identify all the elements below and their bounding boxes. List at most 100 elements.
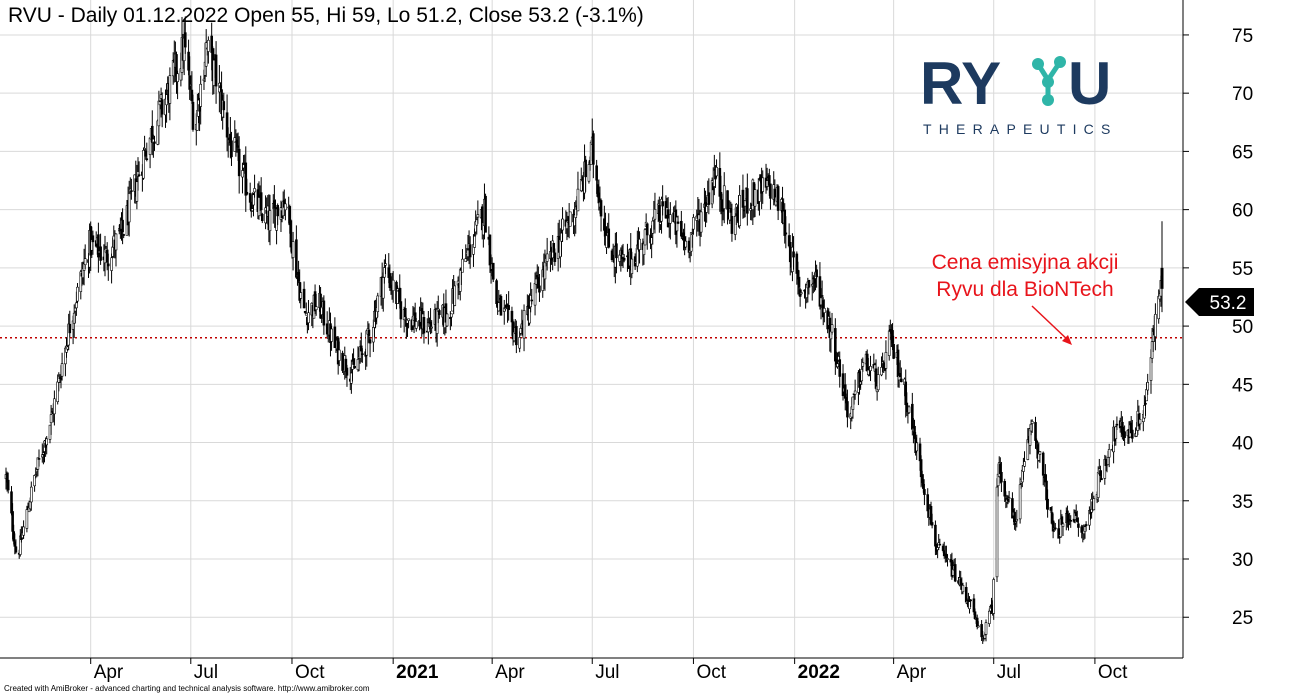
candle bbox=[977, 621, 980, 628]
y-tick-label: 30 bbox=[1232, 550, 1253, 571]
candle bbox=[422, 310, 426, 344]
candle bbox=[1154, 303, 1157, 351]
y-tick-label: 70 bbox=[1232, 84, 1253, 105]
y-axis-ticks: 25 30 35 40 45 50 55 60 65 70 75 bbox=[1183, 26, 1253, 629]
candle bbox=[568, 211, 572, 227]
candle bbox=[153, 135, 156, 151]
candle bbox=[741, 174, 745, 219]
candle bbox=[607, 213, 611, 249]
candle bbox=[969, 599, 972, 608]
candle bbox=[538, 273, 541, 302]
annotation-line-2: Ryvu dla BioNTech bbox=[936, 278, 1114, 301]
candle bbox=[730, 203, 734, 242]
candle bbox=[1018, 477, 1022, 524]
candle bbox=[214, 41, 218, 104]
candle bbox=[407, 318, 410, 329]
candle bbox=[576, 171, 580, 212]
candle bbox=[515, 320, 518, 354]
candle bbox=[260, 212, 264, 224]
candle bbox=[183, 16, 187, 54]
candle bbox=[121, 208, 124, 245]
candle bbox=[1107, 443, 1111, 468]
x-tick-label: Apr bbox=[495, 662, 525, 683]
candle bbox=[403, 298, 407, 321]
candle bbox=[191, 94, 195, 132]
candle bbox=[645, 223, 649, 250]
candle bbox=[1114, 425, 1118, 446]
candle bbox=[799, 289, 803, 296]
candle bbox=[337, 341, 341, 367]
candle bbox=[1138, 412, 1142, 431]
candle bbox=[143, 135, 146, 152]
candle bbox=[815, 264, 818, 288]
y-tick-label: 45 bbox=[1232, 375, 1253, 396]
candle bbox=[823, 299, 826, 323]
logo-subtitle: THERAPEUTICS bbox=[923, 121, 1118, 137]
candle bbox=[792, 236, 795, 270]
candle bbox=[207, 36, 210, 64]
candle bbox=[414, 318, 418, 332]
candle bbox=[22, 520, 25, 540]
candle bbox=[669, 202, 672, 240]
candle bbox=[830, 312, 834, 335]
x-tick-label: Apr bbox=[94, 662, 124, 683]
y-tick-label: 60 bbox=[1232, 201, 1253, 222]
candle bbox=[430, 320, 433, 334]
candle bbox=[237, 136, 241, 194]
candle bbox=[99, 233, 102, 265]
candle bbox=[353, 358, 356, 370]
candle bbox=[307, 300, 310, 331]
y-tick-label: 25 bbox=[1232, 608, 1253, 629]
candle bbox=[1069, 515, 1073, 528]
candle bbox=[157, 90, 161, 145]
candle bbox=[45, 436, 48, 455]
candle bbox=[376, 292, 380, 318]
candle bbox=[584, 155, 587, 192]
candle bbox=[453, 280, 457, 307]
x-tick-label: 2022 bbox=[798, 662, 840, 683]
candle bbox=[49, 404, 53, 435]
candle bbox=[622, 254, 626, 263]
candle bbox=[984, 619, 988, 642]
x-tick-label: Oct bbox=[295, 662, 325, 683]
x-tick-label: Jul bbox=[997, 662, 1021, 683]
candle bbox=[1131, 419, 1134, 443]
candle bbox=[276, 203, 279, 226]
candle bbox=[137, 161, 141, 177]
candle bbox=[76, 283, 79, 304]
annotation-text: Cena emisyjna akcji Ryvu dla BioNTech bbox=[905, 249, 1145, 303]
candle bbox=[592, 130, 595, 179]
candle bbox=[1115, 416, 1119, 431]
x-tick-label: 2021 bbox=[396, 662, 439, 683]
candle bbox=[861, 357, 865, 372]
candle bbox=[553, 248, 557, 266]
candle bbox=[838, 351, 842, 388]
molecule-v-icon bbox=[1032, 56, 1066, 106]
candle bbox=[853, 379, 857, 400]
candle bbox=[145, 142, 149, 162]
candle bbox=[1061, 521, 1065, 537]
candle bbox=[753, 183, 757, 218]
candle bbox=[615, 232, 618, 274]
candle bbox=[284, 198, 287, 221]
candle bbox=[1030, 419, 1034, 433]
candle bbox=[776, 184, 780, 221]
candle bbox=[499, 294, 503, 316]
candle bbox=[476, 200, 480, 224]
candle bbox=[699, 202, 703, 237]
candle bbox=[841, 364, 845, 401]
candle bbox=[907, 405, 911, 415]
candle bbox=[507, 291, 510, 321]
candle bbox=[530, 288, 534, 305]
candle bbox=[784, 216, 788, 249]
candle bbox=[253, 174, 256, 198]
candle bbox=[1000, 461, 1003, 492]
candle bbox=[715, 159, 718, 178]
candle bbox=[176, 70, 179, 100]
candle bbox=[230, 131, 233, 166]
candle bbox=[491, 262, 495, 283]
candle bbox=[1077, 517, 1080, 537]
candle bbox=[314, 293, 318, 316]
candle bbox=[268, 194, 272, 246]
candle bbox=[168, 67, 172, 121]
